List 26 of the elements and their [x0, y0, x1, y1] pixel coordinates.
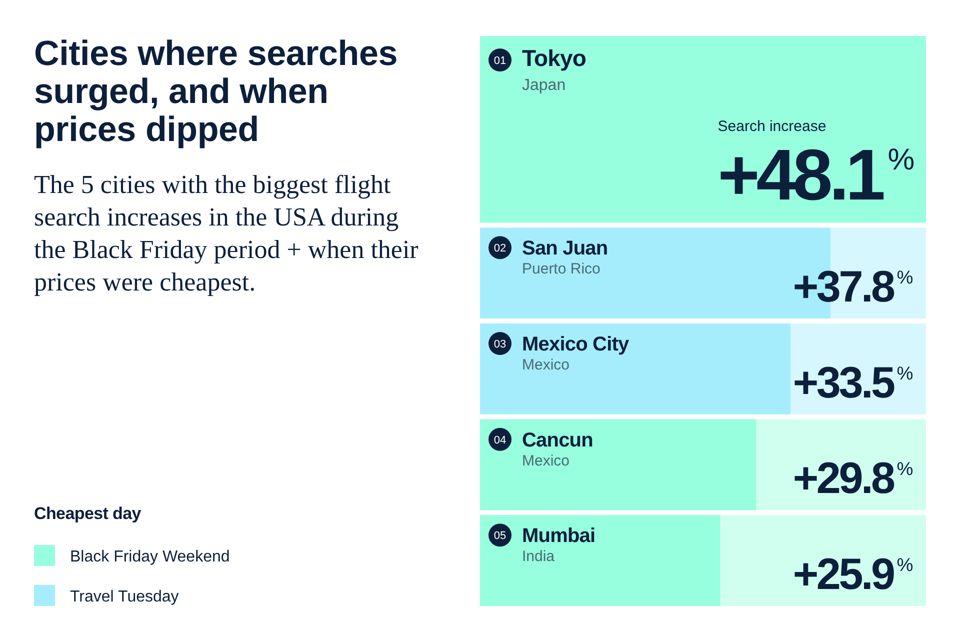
y-tick-label: Cancun [522, 429, 593, 452]
annotation: Mexico [522, 452, 570, 470]
legend-label: Travel Tuesday [70, 588, 179, 606]
annotation: 04 [494, 434, 506, 446]
annotation: Mexico [522, 356, 570, 374]
annotation: 01 [494, 55, 506, 67]
annotation: 03 [494, 338, 506, 350]
text: The 5 cities with the biggest flight search increases in the USA during the Black Friday period + when their prices were cheapest. [34, 170, 419, 296]
y-tick-label: Mexico City [522, 334, 630, 356]
annotation: India [522, 548, 556, 566]
data-label: +48.1$^{%}$ [718, 136, 914, 216]
annotation: Japan [522, 77, 566, 94]
legend-title: Cheapest day [34, 504, 142, 523]
data-label: +25.9$^{%}$ [792, 550, 913, 599]
annotation: Puerto Rico [522, 260, 600, 278]
annotation: 05 [494, 530, 506, 542]
legend-label: Black Friday Weekend [70, 548, 230, 566]
y-tick-label: Mumbai [522, 525, 596, 548]
data-label: +37.8$^{%}$ [792, 262, 913, 312]
y-tick-label: San Juan [522, 238, 608, 260]
text: Cities where searches surged, and when prices dipped [34, 34, 398, 149]
data-label: +33.5$^{%}$ [792, 358, 913, 408]
annotation: 02 [494, 242, 506, 255]
x-axis-title: Search increase [718, 118, 826, 135]
y-tick-label: Tokyo [522, 45, 586, 71]
data-label: +29.8$^{%}$ [792, 454, 913, 504]
